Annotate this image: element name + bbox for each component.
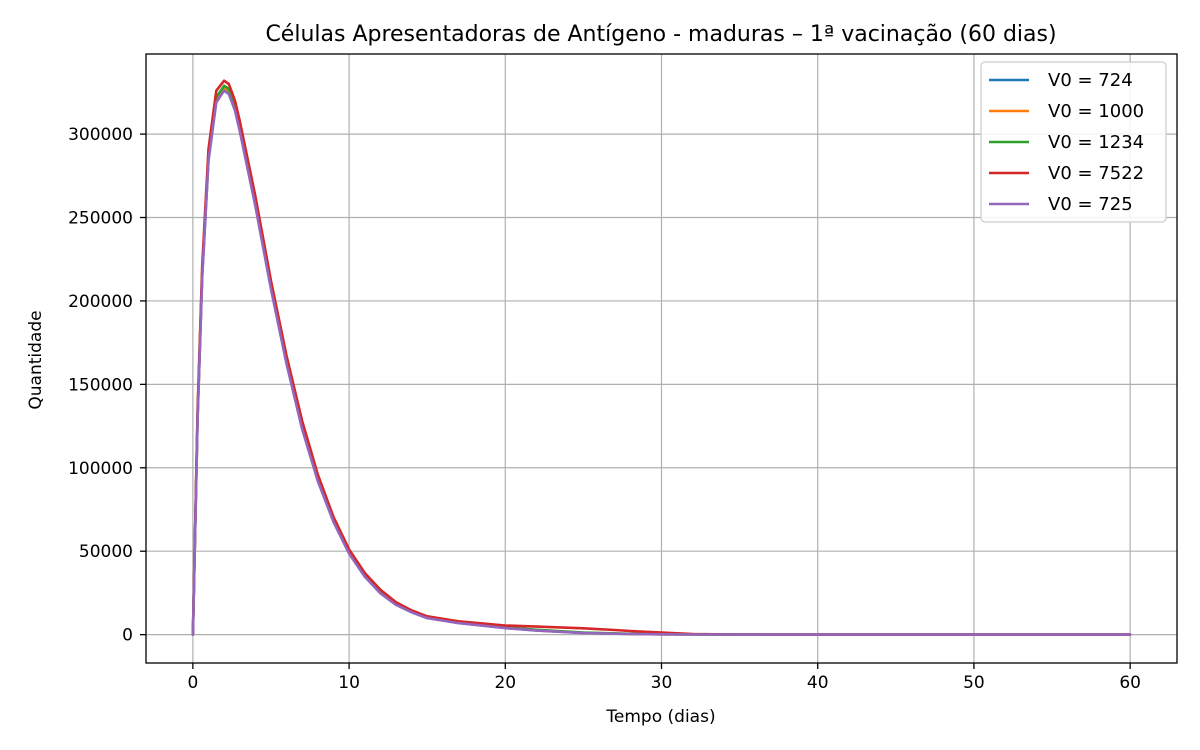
y-tick-label: 300000 xyxy=(68,125,133,145)
y-axis-label: Quantidade xyxy=(26,310,46,409)
x-tick-label: 30 xyxy=(651,673,673,693)
x-axis-label: Tempo (dias) xyxy=(605,707,715,727)
x-tick-label: 50 xyxy=(963,673,985,693)
y-tick-label: 100000 xyxy=(68,459,133,479)
x-tick-label: 20 xyxy=(494,673,516,693)
series-line-5 xyxy=(191,89,1132,636)
legend-label: V0 = 724 xyxy=(1048,70,1133,91)
legend-box xyxy=(980,61,1167,223)
legend-label: V0 = 1234 xyxy=(1048,132,1144,153)
legend-label: V0 = 725 xyxy=(1048,194,1133,215)
x-tick-label: 10 xyxy=(338,673,360,693)
legend-label: V0 = 1000 xyxy=(1048,101,1144,122)
series-layer xyxy=(191,79,1132,636)
axis-ticks: 0 10 20 30 40 50 60 0 50000 100000 150000 200000 250… xyxy=(68,125,1141,693)
x-tick-label: 60 xyxy=(1119,673,1141,693)
series-line-4 xyxy=(191,79,1132,636)
x-tick-label: 40 xyxy=(807,673,829,693)
y-tick-label: 150000 xyxy=(68,375,133,395)
y-tick-label: 250000 xyxy=(68,209,133,229)
legend: V0 = 724 V0 = 1000 V0 = 1234 V0 = 7522 V0 = … xyxy=(980,61,1167,223)
y-tick-label: 200000 xyxy=(68,292,133,312)
legend-label: V0 = 7522 xyxy=(1048,163,1144,184)
x-tick-label: 0 xyxy=(187,673,198,693)
chart-title: Células Apresentadoras de Antígeno - mad… xyxy=(265,22,1056,47)
y-tick-label: 50000 xyxy=(79,542,133,562)
y-tick-label: 0 xyxy=(122,626,133,646)
